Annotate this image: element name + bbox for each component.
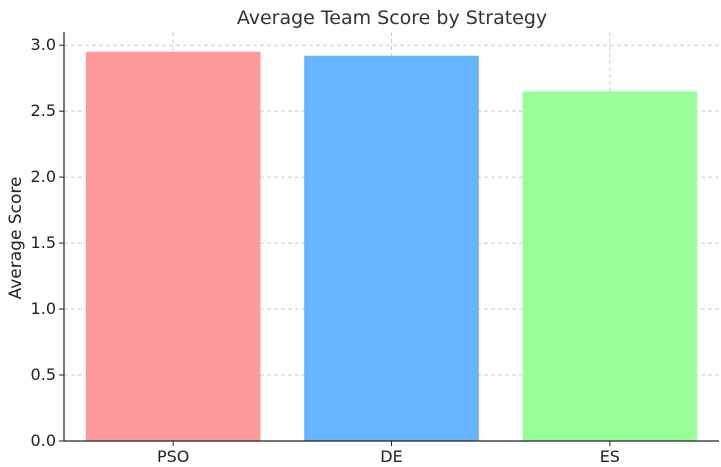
y-tick-label: 0.5: [31, 365, 56, 384]
y-tick-label: 1.5: [31, 233, 56, 252]
y-ticks-layer: 0.0 0.5 1.0 1.5 2.0 2.5 3.0: [31, 35, 64, 450]
chart-title: Average Team Score by Strategy: [237, 7, 547, 29]
bar-pso: [85, 51, 261, 442]
y-tick-label: 1.0: [31, 299, 56, 318]
y-tick-label: 3.0: [31, 35, 56, 54]
bar-es: [522, 91, 698, 441]
x-tick-label: DE: [380, 447, 402, 466]
bars-layer: [85, 51, 698, 442]
y-tick-label: 2.5: [31, 101, 56, 120]
y-axis-label: Average Score: [6, 177, 26, 300]
bar-de: [304, 55, 479, 442]
y-tick-label: 0.0: [31, 431, 56, 450]
x-ticks-layer: PSO DE ES: [157, 441, 620, 466]
x-tick-label: PSO: [157, 447, 189, 466]
x-tick-label: ES: [600, 447, 620, 466]
y-tick-label: 2.0: [31, 167, 56, 186]
